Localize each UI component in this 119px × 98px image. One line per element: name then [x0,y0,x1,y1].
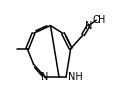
Text: O: O [92,15,100,25]
Text: H: H [98,15,105,25]
Text: N: N [41,72,49,82]
Text: N: N [85,21,92,31]
Text: NH: NH [68,72,82,82]
